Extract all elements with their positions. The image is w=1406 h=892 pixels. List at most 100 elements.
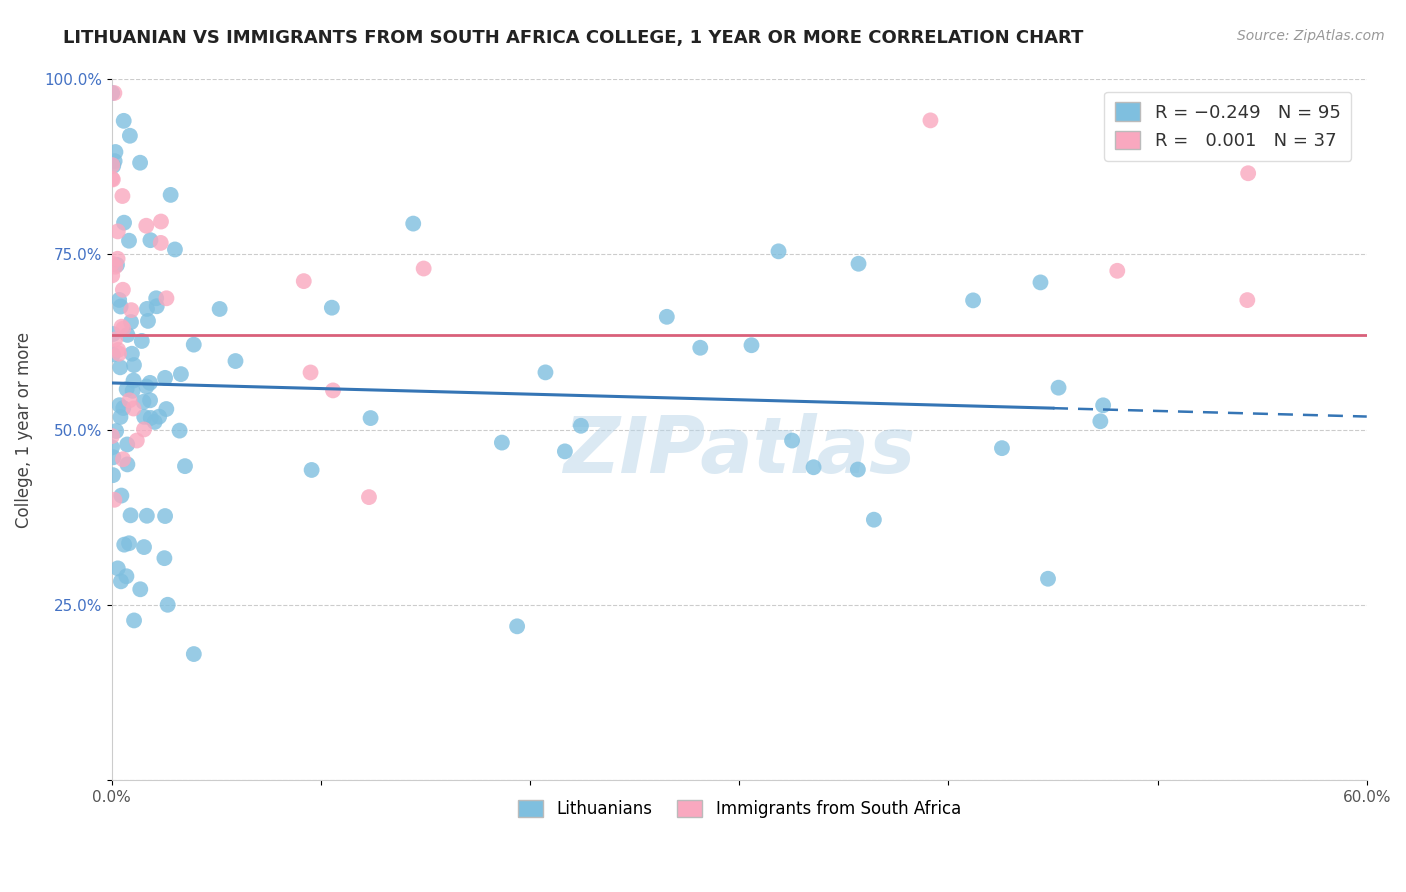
Point [1047, 381, 1070, 395]
Point [101, 347, 124, 361]
Point [321, 301, 343, 315]
Point [991, 441, 1014, 455]
Point [101, 440, 124, 454]
Point [1036, 572, 1059, 586]
Point [107, 252, 129, 266]
Point [122, 374, 145, 388]
Point [103, 86, 125, 100]
Point [135, 219, 157, 233]
Point [101, 86, 124, 100]
Point [1092, 398, 1115, 412]
Point [118, 234, 141, 248]
Point [145, 291, 167, 305]
Point [740, 338, 762, 352]
Point [155, 402, 177, 417]
Point [131, 334, 153, 348]
Y-axis label: College, 1 year or more: College, 1 year or more [15, 332, 32, 528]
Legend: Lithuanians, Immigrants from South Africa: Lithuanians, Immigrants from South Afric… [512, 793, 967, 824]
Point [120, 303, 142, 318]
Text: ZIPatlas: ZIPatlas [564, 413, 915, 489]
Point [117, 458, 139, 472]
Point [183, 647, 205, 661]
Point [122, 614, 145, 628]
Text: LITHUANIAN VS IMMIGRANTS FROM SOUTH AFRICA COLLEGE, 1 YEAR OR MORE CORRELATION C: LITHUANIAN VS IMMIGRANTS FROM SOUTH AFRI… [63, 29, 1084, 46]
Point [115, 569, 138, 583]
Point [108, 360, 131, 375]
Point [132, 395, 155, 409]
Point [1029, 276, 1052, 290]
Point [156, 598, 179, 612]
Point [153, 509, 176, 524]
Point [103, 492, 125, 507]
Point [101, 256, 124, 270]
Point [155, 291, 177, 305]
Point [121, 347, 143, 361]
Point [136, 301, 159, 316]
Point [139, 393, 162, 408]
Point [159, 187, 181, 202]
Point [107, 224, 129, 238]
Point [1236, 293, 1258, 307]
Point [134, 409, 156, 424]
Point [104, 154, 127, 169]
Point [120, 315, 142, 329]
Point [170, 367, 193, 381]
Point [101, 268, 124, 283]
Point [121, 384, 143, 398]
Point [111, 189, 134, 203]
Point [322, 384, 344, 398]
Point [122, 358, 145, 372]
Point [110, 319, 132, 334]
Point [111, 452, 134, 467]
Point [846, 462, 869, 476]
Point [101, 158, 124, 172]
Point [108, 398, 131, 412]
Point [104, 333, 127, 347]
Point [132, 422, 155, 436]
Point [110, 574, 132, 589]
Point [110, 489, 132, 503]
Point [149, 235, 172, 250]
Point [101, 172, 124, 186]
Point [132, 540, 155, 554]
Point [129, 582, 152, 597]
Point [145, 299, 167, 313]
Point [183, 337, 205, 351]
Point [554, 444, 576, 458]
Point [569, 418, 592, 433]
Point [103, 159, 125, 173]
Point [122, 401, 145, 416]
Point [118, 128, 141, 143]
Point [104, 260, 127, 274]
Point [169, 424, 191, 438]
Point [768, 244, 790, 259]
Point [848, 257, 870, 271]
Point [803, 460, 825, 475]
Point [655, 310, 678, 324]
Point [153, 371, 176, 385]
Point [153, 551, 176, 566]
Point [920, 113, 942, 128]
Point [129, 155, 152, 169]
Point [105, 258, 128, 272]
Point [534, 365, 557, 379]
Point [689, 341, 711, 355]
Point [139, 233, 162, 247]
Point [112, 538, 135, 552]
Point [1237, 166, 1260, 180]
Point [107, 343, 129, 357]
Point [125, 434, 148, 448]
Point [135, 379, 157, 393]
Point [1090, 414, 1112, 428]
Point [174, 459, 197, 474]
Point [491, 435, 513, 450]
Point [357, 490, 380, 504]
Point [208, 301, 231, 316]
Point [780, 434, 803, 448]
Point [139, 376, 162, 390]
Point [139, 411, 162, 425]
Point [112, 113, 135, 128]
Point [104, 145, 127, 159]
Point [110, 300, 132, 314]
Point [118, 536, 141, 550]
